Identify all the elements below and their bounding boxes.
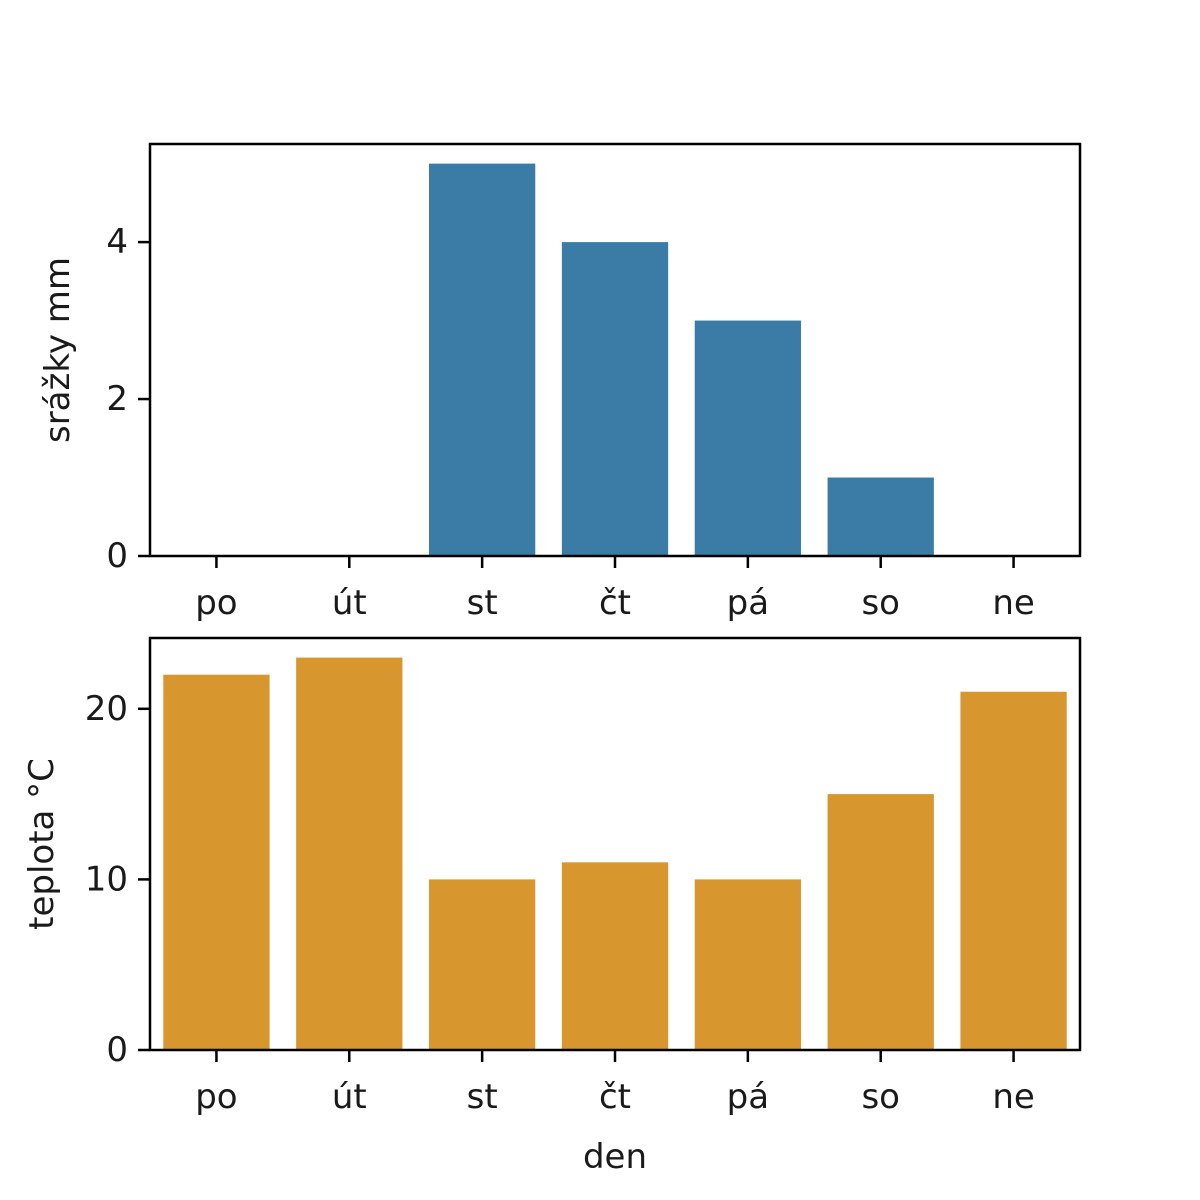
- temperature-bar-po: [163, 674, 270, 1050]
- precipitation-y-tick-label: 0: [106, 536, 128, 576]
- precipitation-x-tick-label-čt: čt: [599, 583, 631, 623]
- precipitation-x-tick-label-so: so: [861, 583, 900, 623]
- temperature-x-tick-label-ne: ne: [992, 1077, 1034, 1117]
- precipitation-y-tick-label: 2: [106, 379, 128, 419]
- temperature-bar-so: [827, 794, 934, 1050]
- temperature-x-tick-label-út: út: [332, 1077, 367, 1117]
- temperature-bars: [163, 657, 1067, 1050]
- temperature-x-ticks: po út st čt pá so ne: [195, 1050, 1035, 1117]
- temperature-x-tick-label-po: po: [195, 1077, 237, 1117]
- temperature-chart: 0 10 20 po út st čt pá so ne teplota °C den: [22, 636, 1082, 1177]
- precipitation-bar-st: [429, 163, 536, 556]
- temperature-bar-st: [429, 879, 536, 1050]
- precipitation-x-tick-label-pá: pá: [727, 583, 769, 623]
- temperature-x-tick-label-st: st: [467, 1077, 498, 1117]
- temperature-x-tick-label-so: so: [861, 1077, 900, 1117]
- temperature-y-axis-label: teplota °C: [22, 758, 62, 930]
- temperature-bar-čt: [561, 862, 669, 1050]
- temperature-x-tick-label-pá: pá: [727, 1077, 769, 1117]
- precipitation-y-ticks: 0 2 4: [106, 222, 150, 576]
- precipitation-bar-pá: [694, 320, 801, 556]
- temperature-y-tick-label: 0: [106, 1030, 128, 1070]
- temperature-x-tick-label-čt: čt: [599, 1077, 631, 1117]
- precipitation-bars: [429, 163, 934, 556]
- temperature-bar-ne: [960, 691, 1067, 1050]
- temperature-x-axis-label: den: [583, 1137, 647, 1177]
- precipitation-y-axis-label: srážky mm: [38, 257, 78, 443]
- precipitation-x-tick-label-po: po: [195, 583, 237, 623]
- precipitation-x-ticks: po út st čt pá so ne: [195, 556, 1035, 623]
- precipitation-chart: 0 2 4 po út st čt pá so ne srážky mm: [38, 142, 1082, 623]
- temperature-bar-út: [296, 657, 403, 1050]
- temperature-y-tick-label: 20: [85, 689, 128, 729]
- temperature-bar-pá: [694, 879, 801, 1050]
- precipitation-x-tick-label-st: st: [467, 583, 498, 623]
- precipitation-x-tick-label-út: út: [332, 583, 367, 623]
- precipitation-y-tick-label: 4: [106, 222, 128, 262]
- precipitation-bar-so: [827, 477, 934, 556]
- temperature-y-ticks: 0 10 20: [85, 689, 150, 1070]
- precipitation-x-tick-label-ne: ne: [992, 583, 1034, 623]
- precipitation-bar-čt: [561, 242, 669, 556]
- temperature-y-tick-label: 10: [85, 859, 128, 899]
